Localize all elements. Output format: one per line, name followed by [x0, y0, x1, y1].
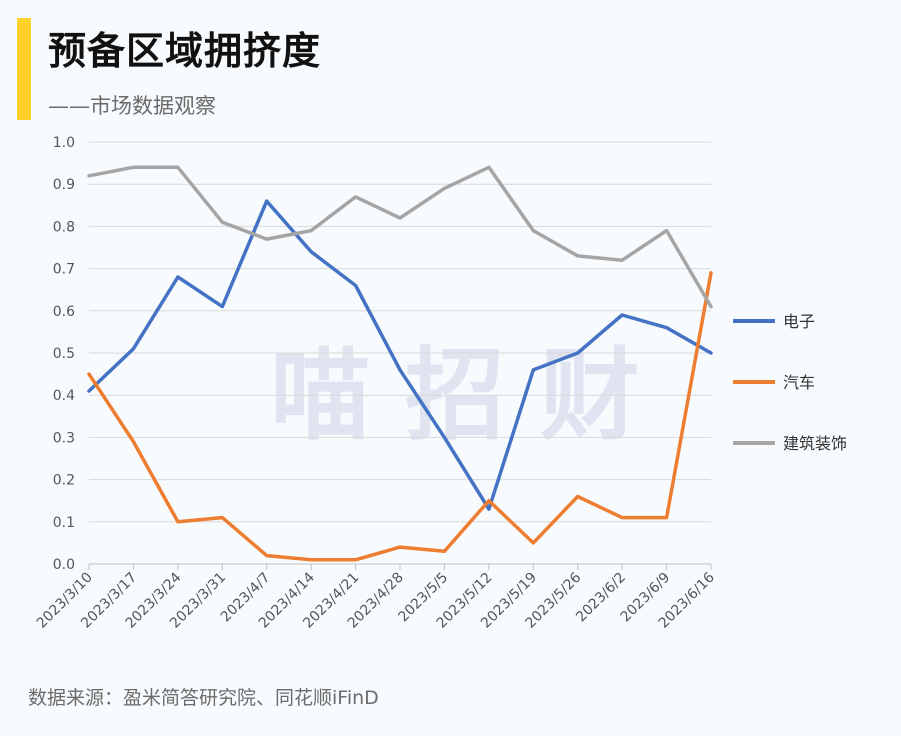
y-axis: 0.0 0.1 0.2 0.3 0.4 0.5 0.6 0.7 0.8 0.9 1.0	[53, 135, 75, 573]
y-tick-label: 0.9	[53, 177, 75, 193]
data-source-note: 数据来源：盈米简答研究院、同花顺iFinD	[28, 687, 379, 709]
y-tick-label: 0.1	[53, 515, 75, 531]
legend-label: 汽车	[783, 373, 815, 392]
y-tick-label: 0.5	[53, 346, 75, 362]
y-tick-label: 0.8	[53, 219, 75, 235]
y-tick-label: 0.7	[53, 262, 75, 278]
y-tick-label: 1.0	[53, 135, 75, 151]
chart-subtitle: ——市场数据观察	[48, 94, 216, 118]
legend-label: 建筑装饰	[783, 434, 847, 453]
y-tick-label: 0.2	[53, 473, 75, 489]
title-accent-bar	[17, 18, 31, 120]
series-line-1	[87, 199, 713, 511]
y-tick-label: 0.4	[53, 388, 75, 404]
series-line-2	[87, 271, 713, 562]
chart-title: 预备区域拥挤度	[48, 29, 322, 73]
series-line-3	[87, 165, 713, 309]
x-axis: 2023/3/102023/3/172023/3/242023/3/312023…	[34, 563, 718, 632]
y-tick-label: 0.0	[53, 557, 75, 573]
series-lines	[87, 165, 713, 562]
legend-label: 电子	[783, 312, 815, 331]
gridlines	[89, 141, 711, 565]
y-tick-label: 0.6	[53, 304, 75, 320]
y-tick-label: 0.3	[53, 430, 75, 446]
